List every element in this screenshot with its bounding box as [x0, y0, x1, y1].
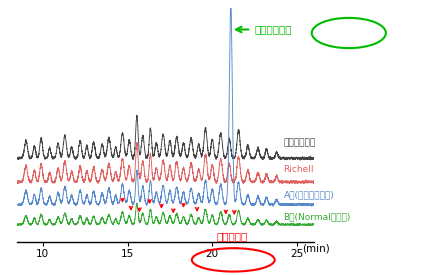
- Text: B社(Normalタイプ): B社(Normalタイプ): [283, 213, 351, 221]
- Text: (min): (min): [302, 243, 330, 253]
- Text: 溶出物ピーク: 溶出物ピーク: [255, 24, 292, 34]
- Text: A社(低吸着タイプ): A社(低吸着タイプ): [283, 190, 334, 199]
- Text: ピーク減少: ピーク減少: [217, 231, 248, 241]
- Text: Richell: Richell: [283, 165, 314, 174]
- Text: コントロール: コントロール: [283, 139, 316, 148]
